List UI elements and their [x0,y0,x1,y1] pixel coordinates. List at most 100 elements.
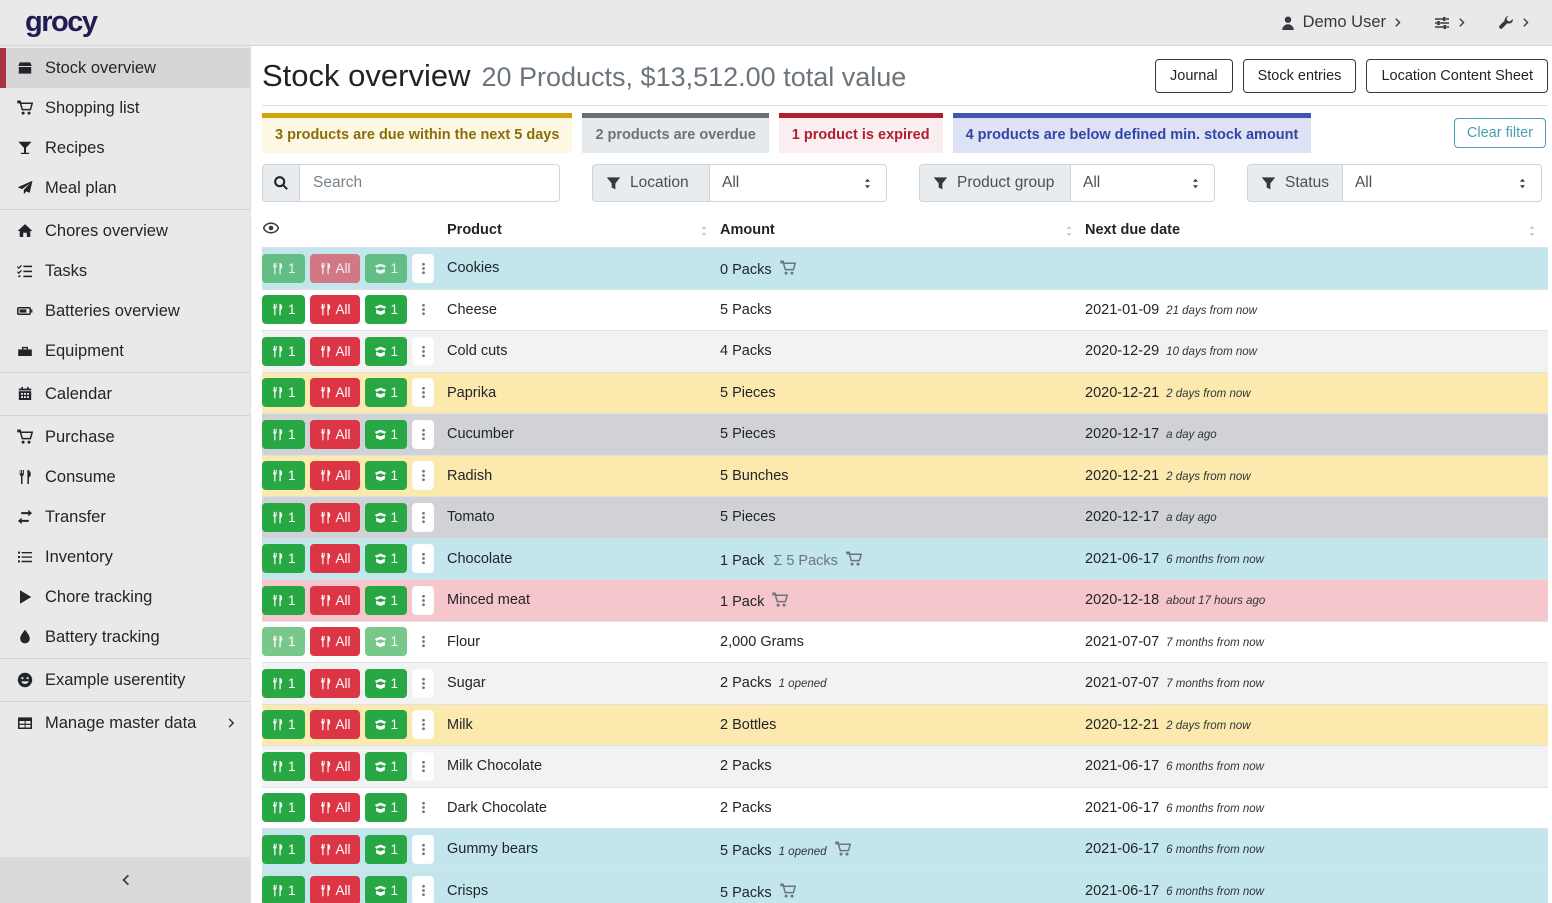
open-one-button[interactable]: 1 [364,253,408,283]
consume-one-button[interactable]: 1 [262,461,305,491]
sidebar-item-chore-tracking[interactable]: Chore tracking [0,577,250,617]
open-one-button[interactable]: 1 [364,378,408,408]
sidebar-item-equipment[interactable]: Equipment [0,331,250,371]
sidebar-collapse-button[interactable] [0,857,250,903]
consume-one-button[interactable]: 1 [262,336,305,366]
open-one-button[interactable]: 1 [364,834,408,864]
consume-all-button[interactable]: All [309,295,360,325]
open-one-button[interactable]: 1 [364,502,408,532]
sidebar-item-battery-tracking[interactable]: Battery tracking [0,617,250,657]
consume-all-button[interactable]: All [309,710,360,740]
status-badge[interactable]: 2 products are overdue [582,113,769,153]
journal-button[interactable]: Journal [1155,59,1233,93]
status-badge[interactable]: 3 products are due within the next 5 day… [262,113,573,153]
consume-one-button[interactable]: 1 [262,793,305,823]
consume-all-button[interactable]: All [309,461,360,491]
consume-all-button[interactable]: All [309,378,360,408]
row-menu-button[interactable] [412,876,435,903]
consume-all-button[interactable]: All [309,336,360,366]
open-one-button[interactable]: 1 [364,793,408,823]
row-menu-button[interactable] [412,502,435,532]
consume-all-button[interactable]: All [309,793,360,823]
consume-all-button[interactable]: All [309,627,360,657]
sidebar-item-transfer[interactable]: Transfer [0,497,250,537]
sidebar-item-example-userentity[interactable]: Example userentity [0,660,250,700]
open-one-button[interactable]: 1 [364,751,408,781]
sidebar-item-consume[interactable]: Consume [0,457,250,497]
stock-entries-button[interactable]: Stock entries [1242,59,1357,93]
open-one-button[interactable]: 1 [364,461,408,491]
open-one-button[interactable]: 1 [364,627,408,657]
consume-one-button[interactable]: 1 [262,295,305,325]
consume-all-button[interactable]: All [309,585,360,615]
row-menu-button[interactable] [412,710,435,740]
sidebar-item-calendar[interactable]: Calendar [0,374,250,414]
open-one-button[interactable]: 1 [364,668,408,698]
column-header-next-due-date[interactable]: Next due date [1085,222,1548,238]
sidebar-item-recipes[interactable]: Recipes [0,128,250,168]
consume-all-button[interactable]: All [309,751,360,781]
row-menu-button[interactable] [412,295,435,325]
consume-one-button[interactable]: 1 [262,585,305,615]
consume-one-button[interactable]: 1 [262,876,305,903]
sidebar-item-stock-overview[interactable]: Stock overview [0,48,250,88]
status-badge[interactable]: 4 products are below defined min. stock … [952,113,1312,153]
column-header-amount[interactable]: Amount [720,222,1085,238]
open-one-button[interactable]: 1 [364,295,408,325]
search-input[interactable] [300,164,560,202]
shopping-cart-icon[interactable] [779,883,796,899]
shopping-cart-icon[interactable] [834,841,851,857]
settings-menu[interactable] [1434,15,1468,31]
open-one-button[interactable]: 1 [364,710,408,740]
consume-one-button[interactable]: 1 [262,710,305,740]
sidebar-item-tasks[interactable]: Tasks [0,251,250,291]
open-one-button[interactable]: 1 [364,336,408,366]
sidebar-item-batteries-overview[interactable]: Batteries overview [0,291,250,331]
consume-one-button[interactable]: 1 [262,544,305,574]
shopping-cart-icon[interactable] [772,592,789,608]
status-badge[interactable]: 1 product is expired [778,113,943,153]
consume-all-button[interactable]: All [309,834,360,864]
sidebar-item-manage-master-data[interactable]: Manage master data [0,703,250,743]
row-menu-button[interactable] [412,336,435,366]
row-menu-button[interactable] [412,419,435,449]
row-menu-button[interactable] [412,378,435,408]
consume-one-button[interactable]: 1 [262,419,305,449]
row-menu-button[interactable] [412,751,435,781]
row-menu-button[interactable] [412,461,435,491]
consume-all-button[interactable]: All [309,253,360,283]
consume-all-button[interactable]: All [309,419,360,449]
consume-one-button[interactable]: 1 [262,253,305,283]
consume-all-button[interactable]: All [309,502,360,532]
consume-one-button[interactable]: 1 [262,834,305,864]
sidebar-item-purchase[interactable]: Purchase [0,417,250,457]
row-menu-button[interactable] [412,585,435,615]
row-menu-button[interactable] [412,253,435,283]
location-select[interactable]: All [710,164,887,202]
sidebar-item-shopping-list[interactable]: Shopping list [0,88,250,128]
admin-menu[interactable] [1498,15,1532,31]
user-menu[interactable]: Demo User [1280,13,1404,32]
row-menu-button[interactable] [412,627,435,657]
shopping-cart-icon[interactable] [779,260,796,276]
clear-filter-button[interactable]: Clear filter [1453,118,1546,148]
sidebar-item-meal-plan[interactable]: Meal plan [0,168,250,208]
sidebar-item-chores-overview[interactable]: Chores overview [0,211,250,251]
status-select[interactable]: All [1342,164,1542,202]
consume-all-button[interactable]: All [309,544,360,574]
row-menu-button[interactable] [412,793,435,823]
consume-all-button[interactable]: All [309,876,360,903]
open-one-button[interactable]: 1 [364,585,408,615]
consume-one-button[interactable]: 1 [262,502,305,532]
row-menu-button[interactable] [412,834,435,864]
location-content-sheet-button[interactable]: Location Content Sheet [1366,59,1548,93]
open-one-button[interactable]: 1 [364,419,408,449]
shopping-cart-icon[interactable] [846,551,862,567]
app-logo[interactable]: grocy [25,6,98,38]
consume-all-button[interactable]: All [309,668,360,698]
consume-one-button[interactable]: 1 [262,627,305,657]
row-menu-button[interactable] [412,668,435,698]
consume-one-button[interactable]: 1 [262,668,305,698]
open-one-button[interactable]: 1 [364,876,408,903]
column-header-product[interactable]: Product [447,222,720,238]
